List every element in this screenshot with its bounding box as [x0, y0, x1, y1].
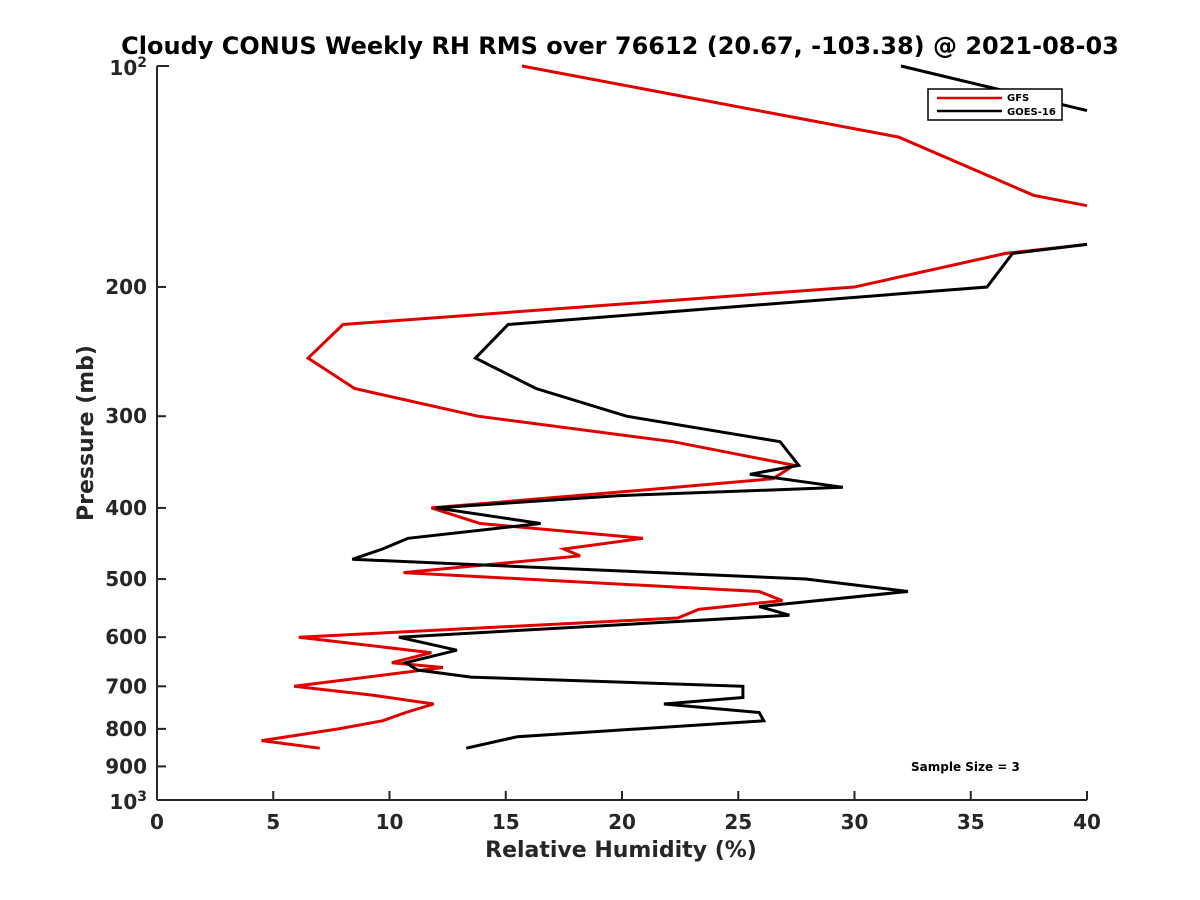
decade-exponent: 3	[137, 789, 147, 805]
x-tick-label-30: 30	[841, 810, 869, 834]
x-tick-label-20: 20	[608, 810, 636, 834]
sample-size-annotation: Sample Size = 3	[911, 760, 1020, 774]
decade-base: 10	[109, 790, 137, 814]
y-tick-label-600: 600	[105, 625, 147, 649]
y-tick-label-300: 300	[105, 404, 147, 428]
x-tick-label-15: 15	[492, 810, 520, 834]
y-decade-label-1000: 103	[109, 789, 147, 814]
y-tick-label-900: 900	[105, 754, 147, 778]
x-tick-label-0: 0	[150, 810, 164, 834]
x-tick-label-5: 5	[266, 810, 280, 834]
y-tick-label-500: 500	[105, 567, 147, 591]
decade-base: 10	[109, 56, 137, 80]
legend: GFS GOES-16	[927, 88, 1063, 121]
y-decade-label-100: 102	[109, 55, 147, 80]
x-tick-label-35: 35	[957, 810, 985, 834]
x-tick-label-25: 25	[724, 810, 752, 834]
y-tick-label-800: 800	[105, 717, 147, 741]
legend-box	[927, 88, 1063, 121]
legend-gfs-label: GFS	[1007, 93, 1029, 104]
x-tick-label-10: 10	[376, 810, 404, 834]
y-tick-label-700: 700	[105, 674, 147, 698]
y-axis-label: Pressure (mb)	[74, 345, 99, 521]
y-tick-label-200: 200	[105, 275, 147, 299]
x-tick-label-40: 40	[1073, 810, 1101, 834]
decade-exponent: 2	[137, 55, 147, 71]
legend-goes16-label: GOES-16	[1007, 107, 1056, 118]
x-axis-label: Relative Humidity (%)	[485, 838, 757, 863]
y-tick-label-400: 400	[105, 496, 147, 520]
chart-title: Cloudy CONUS Weekly RH RMS over 76612 (2…	[121, 32, 1119, 60]
axis-ticks: 0 5 10 15 20 25 30 35 40 200 300 400 500 600 700 800 900…	[105, 55, 1101, 834]
series-line-gfs	[261, 64, 1088, 750]
